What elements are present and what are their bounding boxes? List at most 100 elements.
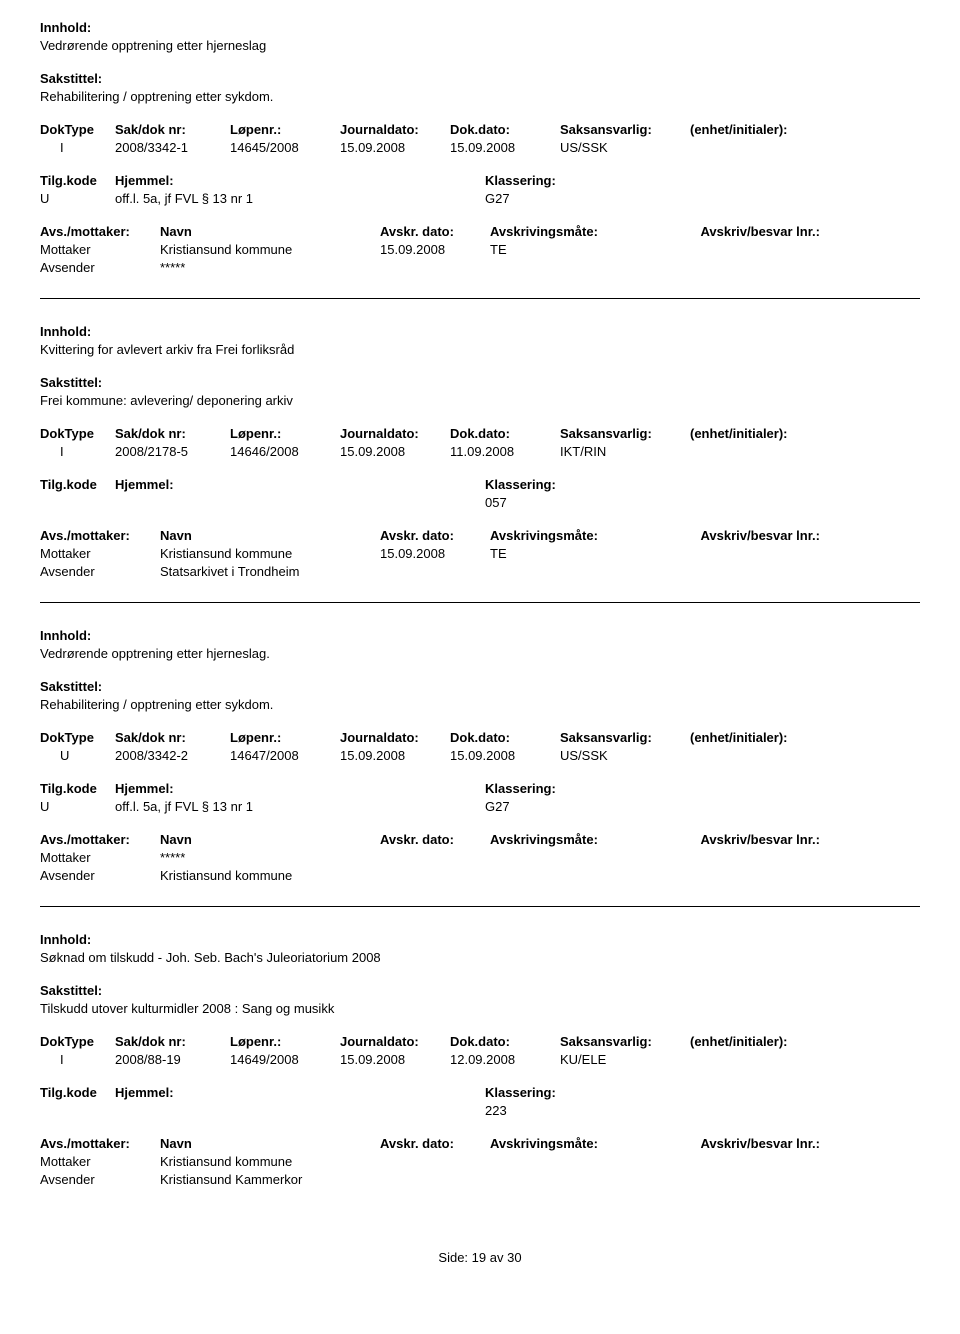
- avsender-row: Avsender *****: [40, 260, 920, 275]
- saks-hdr: Saksansvarlig:: [560, 1034, 690, 1049]
- party-header: Avs./mottaker: Navn Avskr. dato: Avskriv…: [40, 528, 920, 543]
- doc-header: DokType Sak/dok nr: Løpenr.: Journaldato…: [40, 730, 920, 745]
- record-3: Innhold: Vedrørende opptrening etter hje…: [40, 628, 920, 907]
- lopenr-val: 14649/2008: [230, 1052, 340, 1067]
- enhet-hdr: (enhet/initialer):: [690, 122, 840, 137]
- lopenr-hdr: Løpenr.:: [230, 730, 340, 745]
- hjemmel-val: [115, 495, 485, 510]
- tilgkode-val: [40, 495, 115, 510]
- side-label: Side:: [438, 1250, 468, 1265]
- sakdok-hdr: Sak/dok nr:: [115, 730, 230, 745]
- innhold-text: Vedrørende opptrening etter hjerneslag.: [40, 646, 920, 661]
- mottaker-mate: TE: [490, 546, 650, 561]
- tilg-header: Tilg.kode Hjemmel: Klassering:: [40, 1085, 920, 1100]
- mottaker-mate: TE: [490, 242, 650, 257]
- tilgkode-val: U: [40, 799, 115, 814]
- mottaker-label: Mottaker: [40, 242, 160, 257]
- journal-val: 15.09.2008: [340, 1052, 450, 1067]
- avskrmate-hdr: Avskrivingsmåte:: [490, 1136, 650, 1151]
- mottaker-dato: [380, 850, 490, 865]
- enhet-hdr: (enhet/initialer):: [690, 730, 840, 745]
- party-header: Avs./mottaker: Navn Avskr. dato: Avskriv…: [40, 224, 920, 239]
- journal-hdr: Journaldato:: [340, 1034, 450, 1049]
- avsender-label: Avsender: [40, 564, 160, 579]
- klass-hdr: Klassering:: [485, 477, 685, 492]
- avsender-navn: Kristiansund kommune: [160, 868, 380, 883]
- avsender-label: Avsender: [40, 1172, 160, 1187]
- innhold-text: Kvittering for avlevert arkiv fra Frei f…: [40, 342, 920, 357]
- sakdok-hdr: Sak/dok nr:: [115, 1034, 230, 1049]
- dokdato-hdr: Dok.dato:: [450, 122, 560, 137]
- dokdato-val: 15.09.2008: [450, 140, 560, 155]
- klass-val: G27: [485, 799, 685, 814]
- hjemmel-val: [115, 1103, 485, 1118]
- avskrmate-hdr: Avskrivingsmåte:: [490, 832, 650, 847]
- avskrdato-hdr: Avskr. dato:: [380, 1136, 490, 1151]
- journal-val: 15.09.2008: [340, 748, 450, 763]
- sakdok-val: 2008/88-19: [115, 1052, 230, 1067]
- journal-hdr: Journaldato:: [340, 122, 450, 137]
- navn-hdr: Navn: [160, 224, 380, 239]
- innhold-text: Vedrørende opptrening etter hjerneslag: [40, 38, 920, 53]
- sakstittel-text: Frei kommune: avlevering/ deponering ark…: [40, 393, 920, 408]
- dokdato-val: 11.09.2008: [450, 444, 560, 459]
- tilg-data: 223: [40, 1103, 920, 1118]
- dokdato-hdr: Dok.dato:: [450, 1034, 560, 1049]
- total-pages: 30: [507, 1250, 521, 1265]
- avsender-navn: Statsarkivet i Trondheim: [160, 564, 380, 579]
- innhold-label: Innhold:: [40, 932, 920, 947]
- sakdok-val: 2008/3342-2: [115, 748, 230, 763]
- page-num: 19: [472, 1250, 486, 1265]
- sakstittel-text: Rehabilitering / opptrening etter sykdom…: [40, 697, 920, 712]
- doc-header: DokType Sak/dok nr: Løpenr.: Journaldato…: [40, 1034, 920, 1049]
- innhold-label: Innhold:: [40, 20, 920, 35]
- sakstittel-label: Sakstittel:: [40, 71, 920, 86]
- avskrivlnr-hdr: Avskriv/besvar lnr.:: [650, 224, 820, 239]
- avskrdato-hdr: Avskr. dato:: [380, 224, 490, 239]
- doktype-val: U: [40, 748, 115, 763]
- doktype-hdr: DokType: [40, 730, 115, 745]
- saks-val: IKT/RIN: [560, 444, 690, 459]
- avsender-navn: Kristiansund Kammerkor: [160, 1172, 380, 1187]
- lopenr-hdr: Løpenr.:: [230, 122, 340, 137]
- sakstittel-label: Sakstittel:: [40, 679, 920, 694]
- mottaker-navn: *****: [160, 850, 380, 865]
- record-1: Innhold: Vedrørende opptrening etter hje…: [40, 20, 920, 299]
- avsender-row: Avsender Kristiansund Kammerkor: [40, 1172, 920, 1187]
- mottaker-row: Mottaker Kristiansund kommune 15.09.2008…: [40, 546, 920, 561]
- journal-hdr: Journaldato:: [340, 426, 450, 441]
- mottaker-row: Mottaker *****: [40, 850, 920, 865]
- navn-hdr: Navn: [160, 1136, 380, 1151]
- lopenr-hdr: Løpenr.:: [230, 1034, 340, 1049]
- avsender-label: Avsender: [40, 868, 160, 883]
- enhet-hdr: (enhet/initialer):: [690, 426, 840, 441]
- tilgkode-hdr: Tilg.kode: [40, 1085, 115, 1100]
- mottaker-dato: 15.09.2008: [380, 546, 490, 561]
- mottaker-label: Mottaker: [40, 546, 160, 561]
- avsmottaker-hdr: Avs./mottaker:: [40, 224, 160, 239]
- tilg-data: U off.l. 5a, jf FVL § 13 nr 1 G27: [40, 191, 920, 206]
- klass-val: 223: [485, 1103, 685, 1118]
- mottaker-row: Mottaker Kristiansund kommune: [40, 1154, 920, 1169]
- avsender-label: Avsender: [40, 260, 160, 275]
- hjemmel-hdr: Hjemmel:: [115, 1085, 485, 1100]
- avskrmate-hdr: Avskrivingsmåte:: [490, 528, 650, 543]
- journal-val: 15.09.2008: [340, 140, 450, 155]
- saks-hdr: Saksansvarlig:: [560, 426, 690, 441]
- avskrivlnr-hdr: Avskriv/besvar lnr.:: [650, 832, 820, 847]
- hjemmel-hdr: Hjemmel:: [115, 781, 485, 796]
- record-2: Innhold: Kvittering for avlevert arkiv f…: [40, 324, 920, 603]
- klass-hdr: Klassering:: [485, 1085, 685, 1100]
- journal-hdr: Journaldato:: [340, 730, 450, 745]
- klass-hdr: Klassering:: [485, 173, 685, 188]
- doktype-val: I: [40, 1052, 115, 1067]
- dokdato-val: 12.09.2008: [450, 1052, 560, 1067]
- avskrivlnr-hdr: Avskriv/besvar lnr.:: [650, 1136, 820, 1151]
- innhold-text: Søknad om tilskudd - Joh. Seb. Bach's Ju…: [40, 950, 920, 965]
- lopenr-hdr: Løpenr.:: [230, 426, 340, 441]
- party-header: Avs./mottaker: Navn Avskr. dato: Avskriv…: [40, 832, 920, 847]
- doktype-hdr: DokType: [40, 122, 115, 137]
- hjemmel-hdr: Hjemmel:: [115, 477, 485, 492]
- page-footer: Side: 19 av 30: [40, 1250, 920, 1265]
- mottaker-navn: Kristiansund kommune: [160, 242, 380, 257]
